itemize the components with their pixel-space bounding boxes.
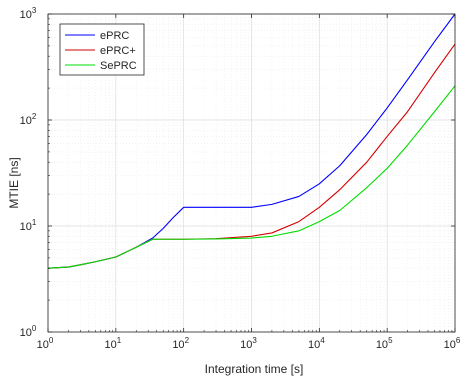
series-line-seprc <box>47 85 456 269</box>
x-tick-label: 103 <box>240 336 257 351</box>
y-tick-label: 102 <box>20 112 37 127</box>
y-tick-label: 100 <box>20 324 37 339</box>
y-tick-label: 103 <box>20 6 37 21</box>
y-tick-label: 101 <box>20 218 37 233</box>
y-axis: 100 101 102 103 <box>20 6 455 339</box>
x-tick-label: 104 <box>308 336 325 351</box>
legend: ePRC ePRC+ SePRC <box>59 23 145 76</box>
legend-entry: ePRC <box>100 30 129 42</box>
x-tick-label: 105 <box>376 336 393 351</box>
x-axis-label: Integration time [s] <box>205 362 304 376</box>
legend-entry: ePRC+ <box>100 45 136 57</box>
series-layer <box>47 13 456 269</box>
x-tick-label: 102 <box>172 336 189 351</box>
y-axis-label: MTIE [ns] <box>7 157 21 208</box>
x-axis: 100 101 102 103 104 105 106 <box>37 14 461 351</box>
x-tick-label: 101 <box>104 336 121 351</box>
x-tick-label: 100 <box>37 336 54 351</box>
legend-entry: SePRC <box>100 60 137 72</box>
x-tick-label: 106 <box>444 336 461 351</box>
